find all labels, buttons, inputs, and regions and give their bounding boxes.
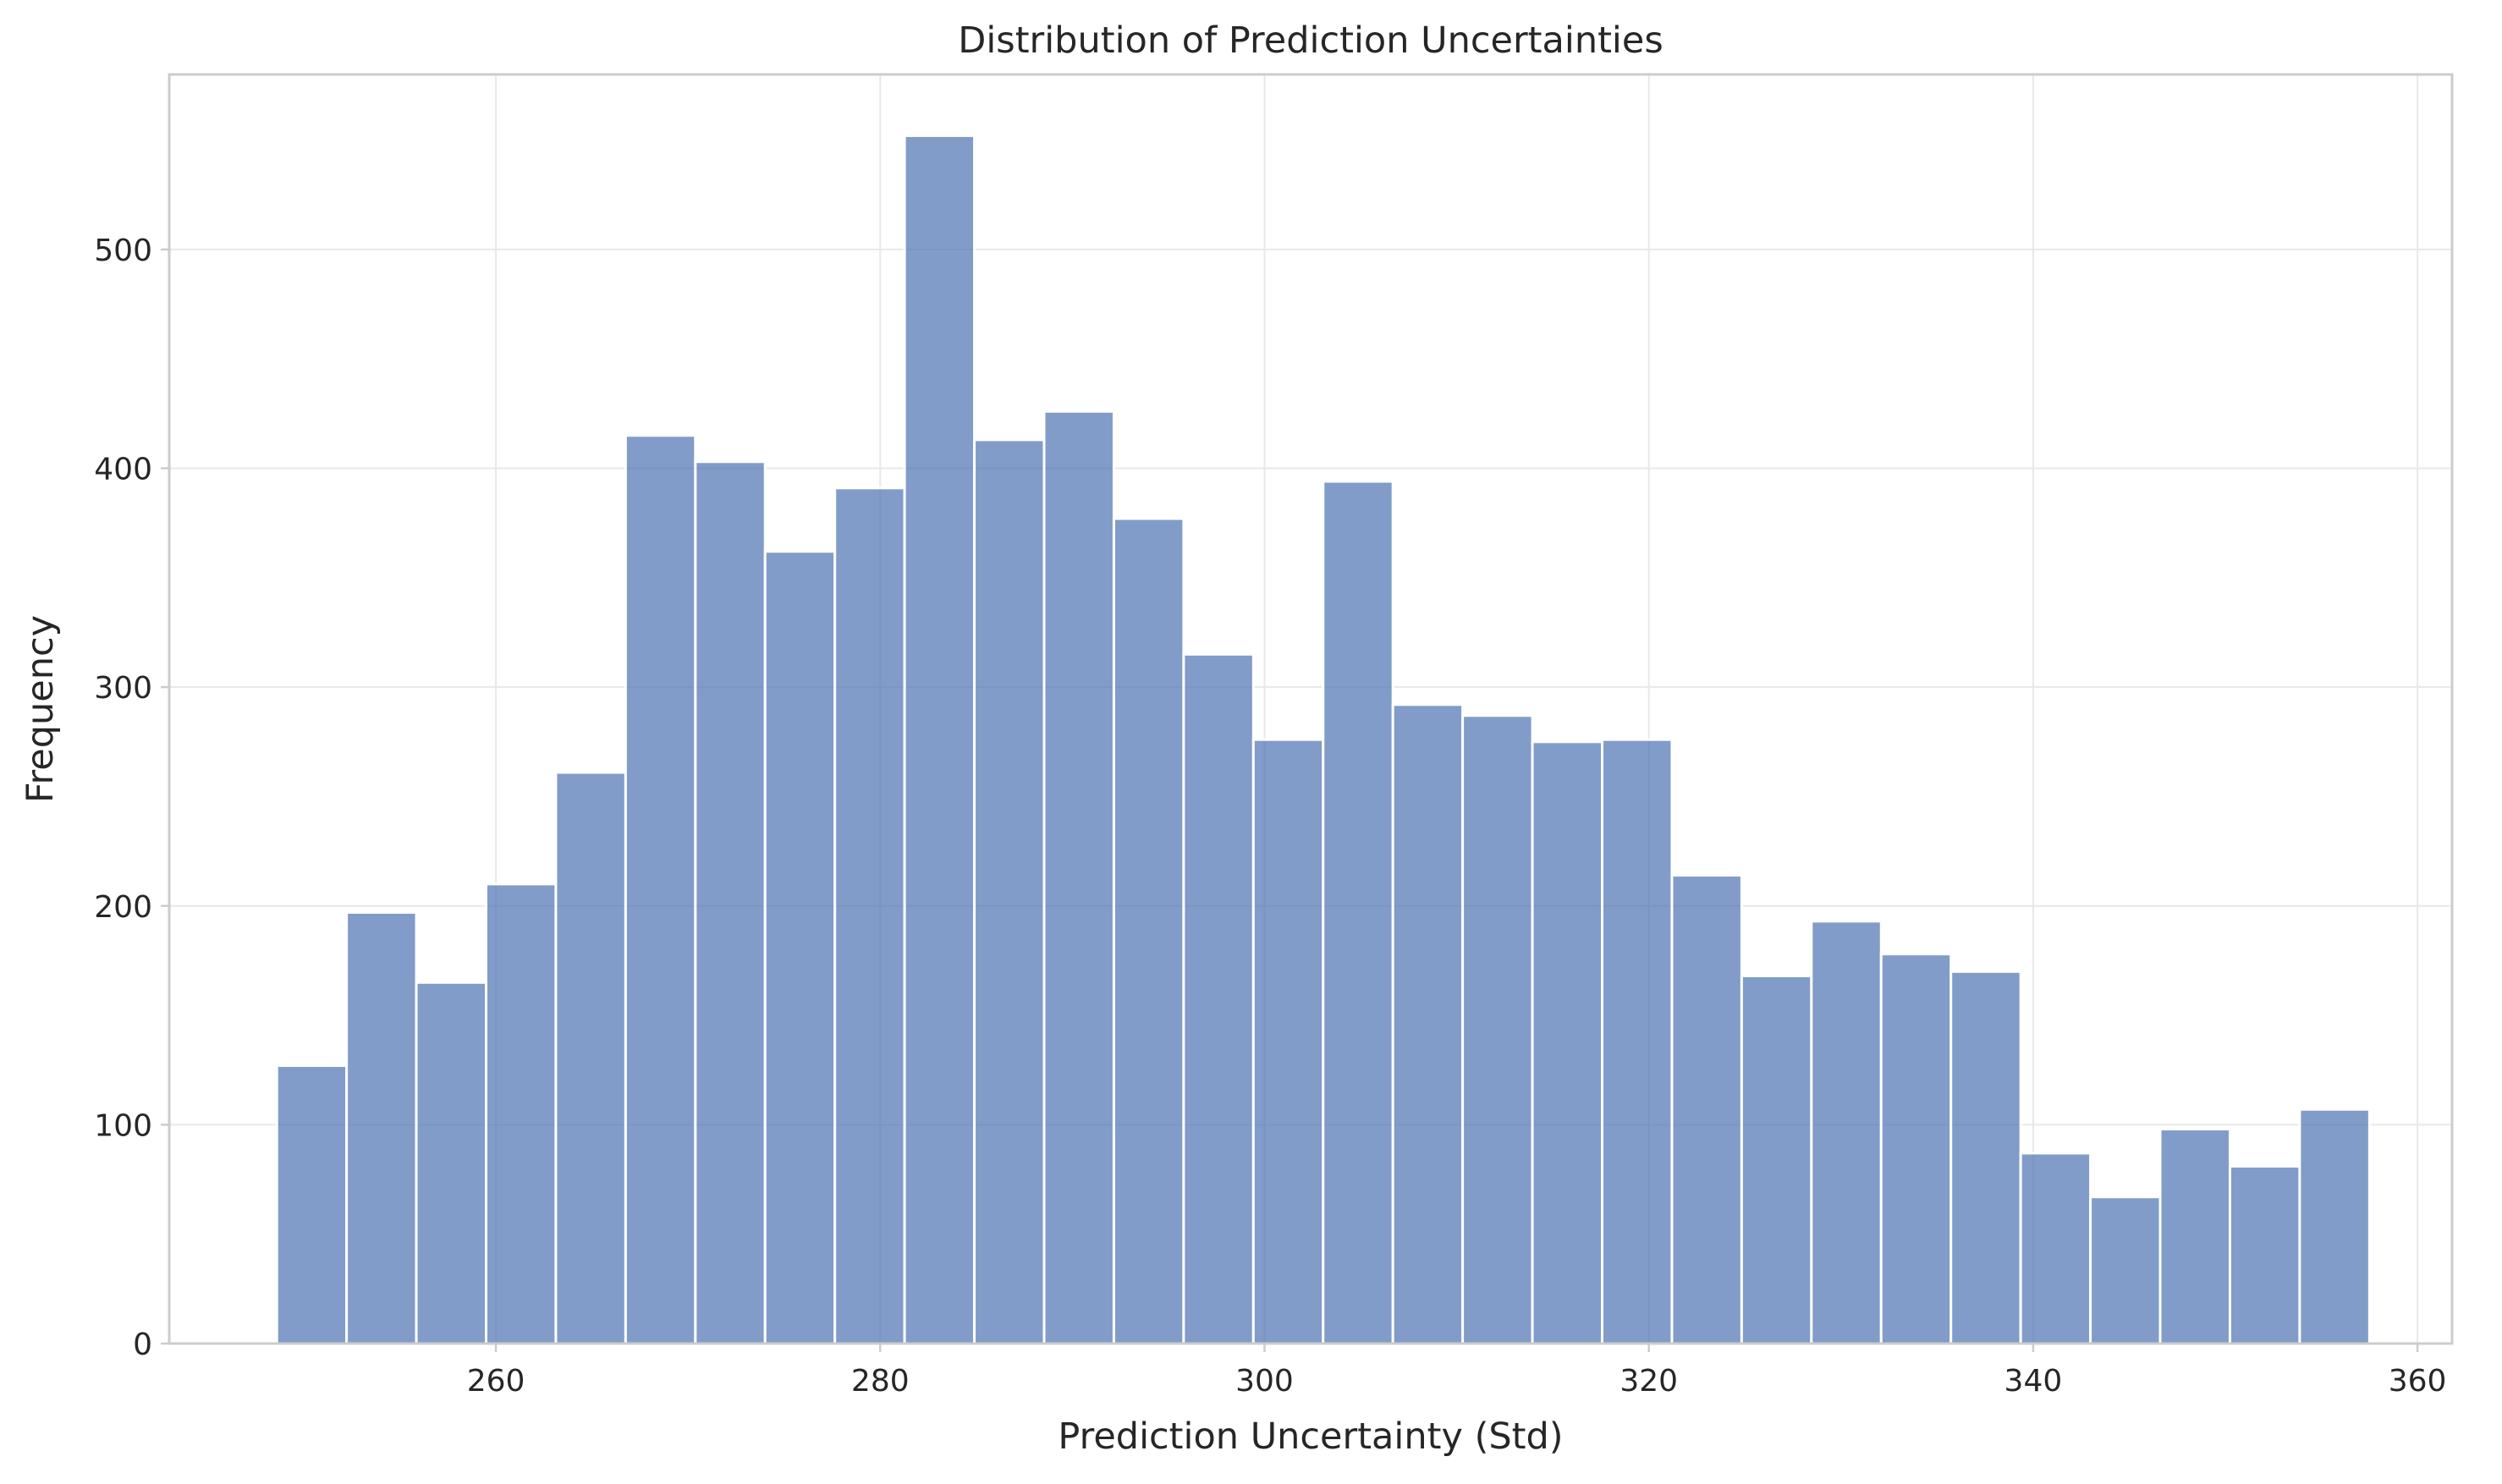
histogram-bar (1112, 517, 1185, 1345)
histogram-bar (624, 434, 697, 1345)
histogram-bar (275, 1064, 349, 1345)
histogram-bar (1182, 652, 1255, 1345)
y-tick-label: 0 (133, 1327, 152, 1362)
axes-frame (168, 73, 2454, 1345)
histogram-bar (2298, 1108, 2371, 1345)
histogram-bar (1670, 874, 1743, 1345)
y-axis-label: Frequency (19, 615, 62, 803)
chart-title: Distribution of Prediction Uncertainties (958, 19, 1663, 62)
y-tick-label: 200 (94, 890, 152, 925)
histogram-bar (345, 911, 418, 1345)
histogram-bar (2228, 1165, 2301, 1345)
histogram-bar (903, 134, 976, 1345)
x-tick-label: 360 (2389, 1364, 2447, 1399)
histogram-bar (484, 882, 558, 1345)
histogram-bar (2089, 1195, 2162, 1345)
histogram-bar (554, 771, 627, 1345)
histogram-bar (2158, 1128, 2231, 1345)
x-tick-label: 260 (467, 1364, 525, 1399)
histogram-bar (1601, 738, 1674, 1345)
histogram-bar (1322, 480, 1394, 1345)
histogram-bar (1740, 975, 1813, 1345)
y-tick-label: 500 (94, 234, 152, 268)
histogram-bar (1810, 920, 1883, 1345)
histogram-bar (1042, 409, 1115, 1345)
y-tick-label: 400 (94, 453, 152, 487)
histogram-bar (1461, 714, 1534, 1345)
x-tick-label: 320 (1619, 1364, 1678, 1399)
x-tick-label: 340 (2004, 1364, 2063, 1399)
histogram-bar (763, 550, 837, 1345)
histogram-bar (1879, 953, 1953, 1345)
x-tick-label: 280 (851, 1364, 910, 1399)
y-tick-label: 100 (94, 1108, 152, 1143)
histogram-bar (1531, 740, 1604, 1345)
histogram-bar (1251, 738, 1325, 1345)
axis-ticks: 260 280 300 320 340 360 0 100 200 300 400 500 (94, 234, 2446, 1399)
histogram-bar (1391, 703, 1465, 1345)
histogram-bar (694, 460, 767, 1345)
histogram-bars (275, 134, 2371, 1345)
x-axis-label: Prediction Uncertainty (Std) (1058, 1415, 1563, 1458)
x-tick-label: 300 (1235, 1364, 1294, 1399)
histogram-bar (2019, 1151, 2092, 1345)
histogram-bar (973, 438, 1046, 1345)
histogram-bar (1949, 970, 2022, 1345)
histogram-bar (415, 981, 487, 1345)
y-tick-label: 300 (94, 671, 152, 706)
histogram-bar (833, 486, 906, 1345)
